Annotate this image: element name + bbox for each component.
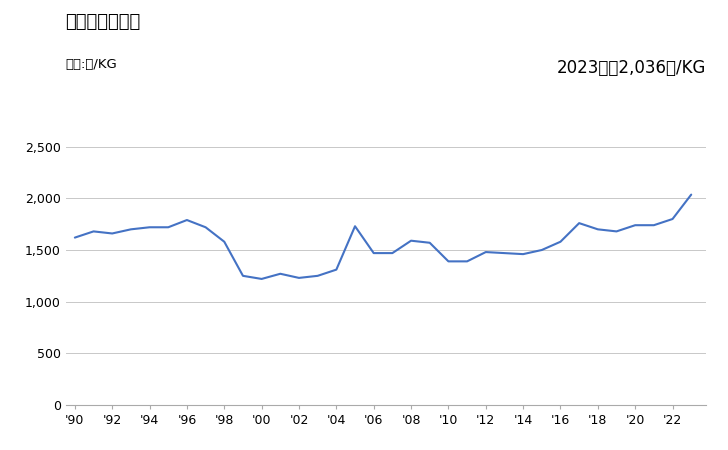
Text: 2023年：2,036円/KG: 2023年：2,036円/KG: [557, 58, 706, 76]
Text: 単位:円/KG: 単位:円/KG: [66, 58, 117, 72]
Text: 輸出価格の推移: 輸出価格の推移: [66, 14, 141, 32]
